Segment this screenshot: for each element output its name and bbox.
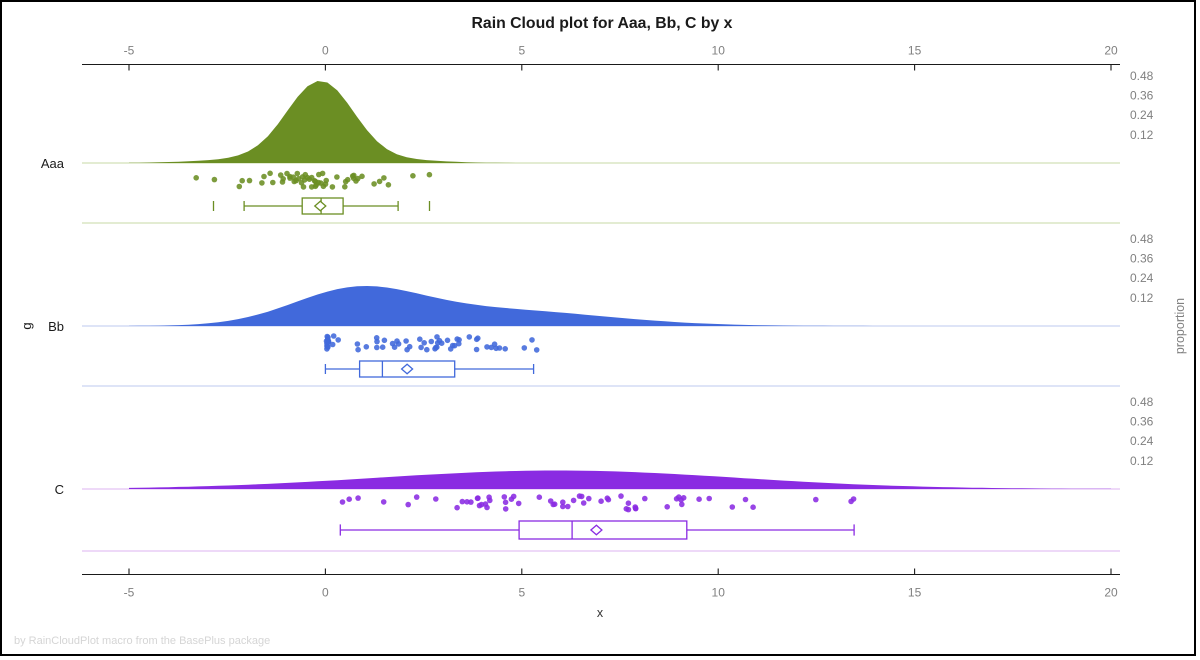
svg-text:0.12: 0.12 <box>1130 454 1154 468</box>
svg-text:0.24: 0.24 <box>1130 434 1154 448</box>
svg-text:C: C <box>55 482 64 497</box>
svg-text:0.36: 0.36 <box>1130 252 1154 266</box>
svg-text:0.48: 0.48 <box>1130 69 1154 83</box>
svg-text:20: 20 <box>1104 44 1118 58</box>
svg-text:0.24: 0.24 <box>1130 271 1154 285</box>
svg-text:15: 15 <box>908 44 922 58</box>
svg-text:g: g <box>19 322 34 329</box>
svg-text:10: 10 <box>712 44 726 58</box>
svg-text:15: 15 <box>908 586 922 600</box>
svg-text:0.48: 0.48 <box>1130 232 1154 246</box>
svg-text:5: 5 <box>518 44 525 58</box>
svg-text:0.36: 0.36 <box>1130 89 1154 103</box>
svg-text:0.36: 0.36 <box>1130 415 1154 429</box>
svg-text:5: 5 <box>518 586 525 600</box>
svg-text:20: 20 <box>1104 586 1118 600</box>
svg-text:0: 0 <box>322 44 329 58</box>
svg-text:-5: -5 <box>124 586 135 600</box>
svg-text:0.12: 0.12 <box>1130 128 1154 142</box>
svg-text:0.12: 0.12 <box>1130 291 1154 305</box>
svg-text:Bb: Bb <box>48 319 64 334</box>
svg-text:x: x <box>597 606 604 620</box>
svg-text:-5: -5 <box>124 44 135 58</box>
svg-text:proportion: proportion <box>1173 298 1187 354</box>
svg-text:0.48: 0.48 <box>1130 395 1154 409</box>
svg-text:10: 10 <box>712 586 726 600</box>
svg-text:0.24: 0.24 <box>1130 108 1154 122</box>
svg-text:0: 0 <box>322 586 329 600</box>
svg-text:Aaa: Aaa <box>41 156 65 171</box>
svg-text:by RainCloudPlot macro from th: by RainCloudPlot macro from the BasePlus… <box>14 635 270 647</box>
